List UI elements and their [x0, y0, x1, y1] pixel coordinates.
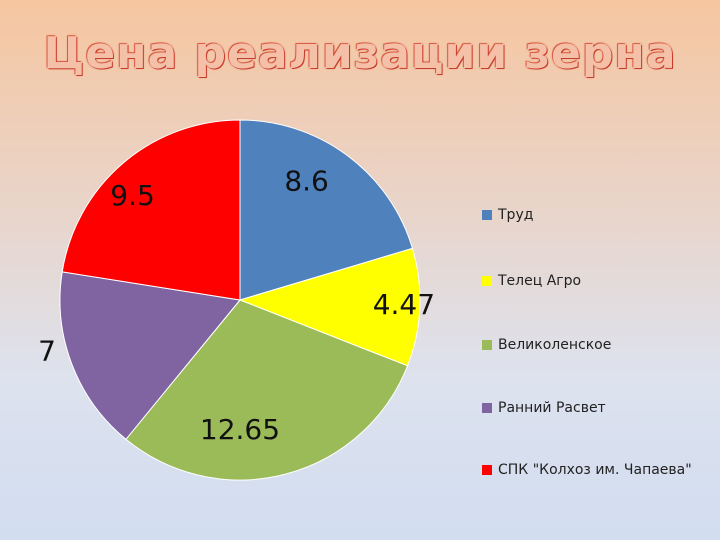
legend-swatch [482, 340, 492, 350]
slice-data-label: 7 [38, 335, 56, 368]
legend-item: СПК "Колхоз им. Чапаева" [482, 462, 692, 478]
legend-label: Великоленское [498, 337, 612, 353]
legend-item: Великоленское [482, 337, 611, 353]
slice-data-label: 12.65 [200, 413, 280, 446]
slice-data-label: 8.6 [284, 165, 329, 198]
slice-data-label: 4.47 [373, 288, 435, 321]
legend-swatch [482, 465, 492, 475]
legend-swatch [482, 210, 492, 220]
legend-label: Ранний Расвет [498, 400, 606, 416]
slice-data-label: 9.5 [110, 179, 155, 212]
pie-slice [239, 119, 414, 301]
pie-slice [61, 119, 241, 301]
legend-swatch [482, 276, 492, 286]
legend-label: Телец Агро [498, 273, 582, 289]
pie-slice [59, 271, 241, 440]
chart-title: Цена реализации зерна [43, 28, 677, 79]
pie-slice [238, 247, 421, 367]
legend-item: Ранний Расвет [482, 400, 606, 416]
pie-slice [125, 299, 409, 481]
legend-item: Телец Агро [482, 273, 581, 289]
legend-label: Труд [498, 207, 534, 223]
legend-label: СПК "Колхоз им. Чапаева" [498, 462, 692, 478]
legend-item: Труд [482, 207, 533, 223]
legend-swatch [482, 403, 492, 413]
